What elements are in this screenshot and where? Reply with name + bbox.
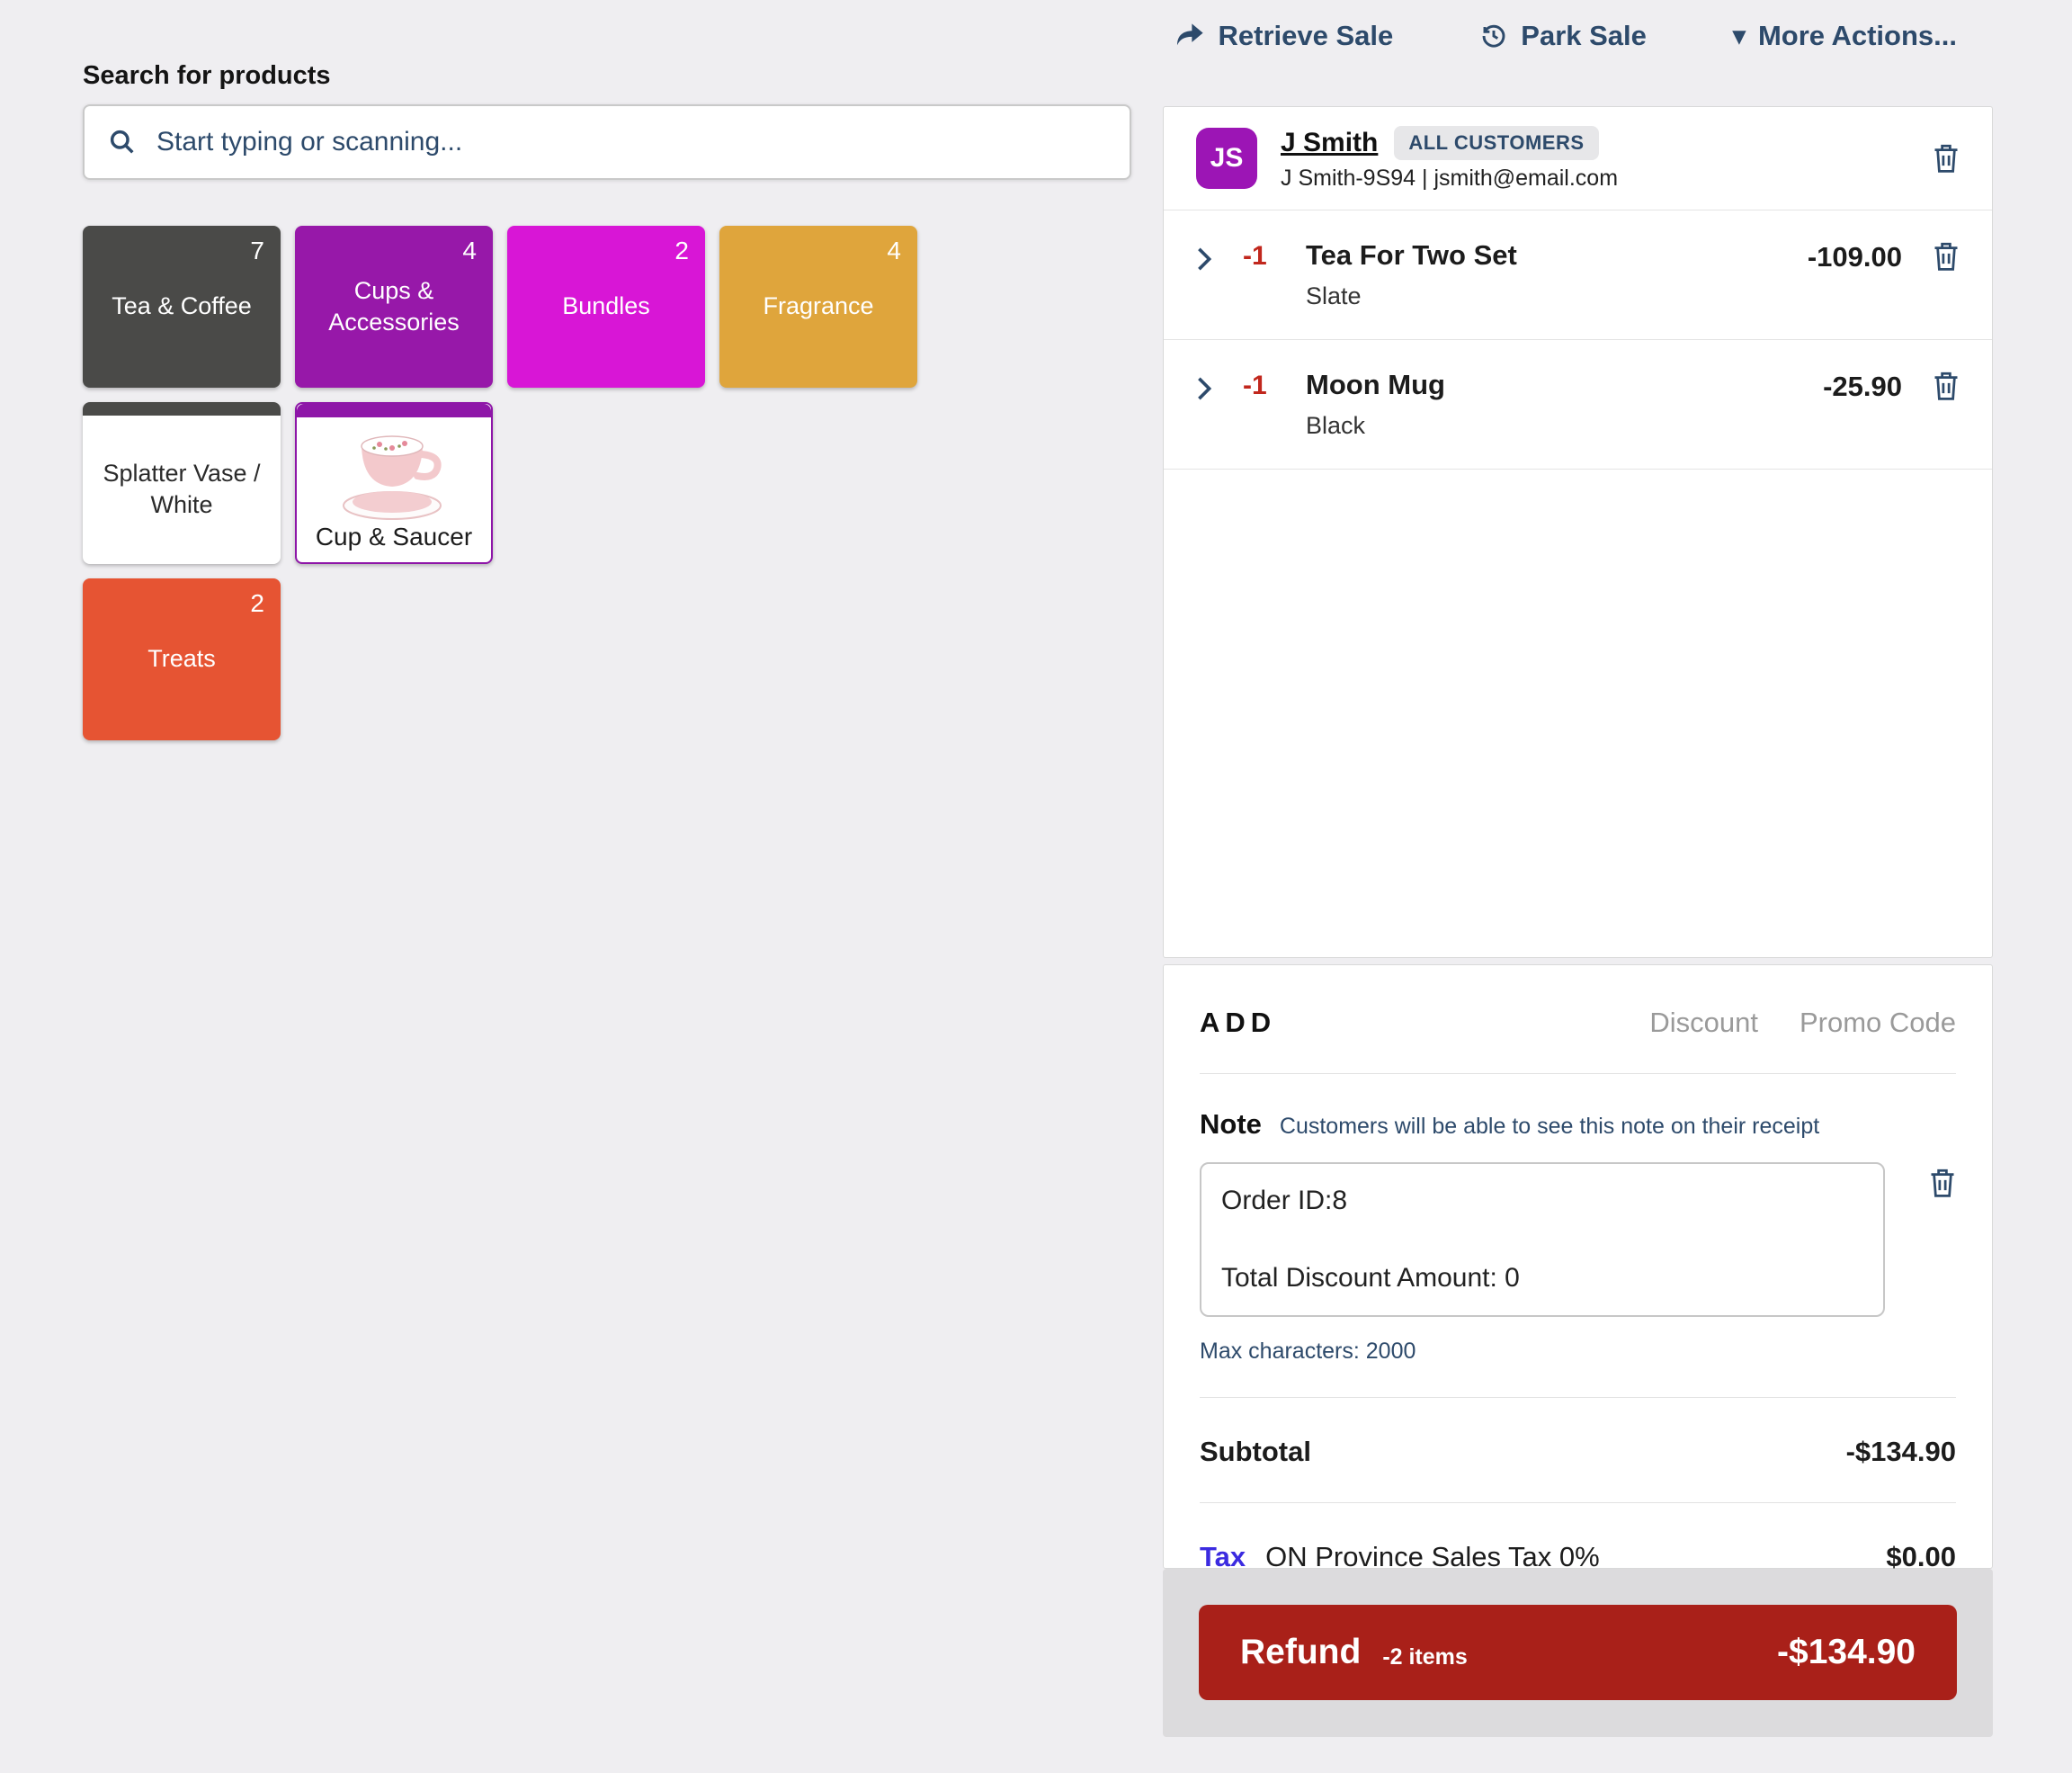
tile-bundles[interactable]: 2 Bundles [507, 226, 705, 388]
refund-label: Refund [1240, 1633, 1362, 1671]
tile-treats[interactable]: 2 Treats [83, 578, 281, 740]
park-sale-button[interactable]: Park Sale [1479, 20, 1647, 52]
tax-link[interactable]: Tax [1200, 1541, 1246, 1572]
search-heading: Search for products [83, 61, 331, 90]
chevron-right-icon [1198, 377, 1212, 400]
remove-item-button[interactable] [1933, 241, 1960, 272]
item-variant: Black [1306, 412, 1366, 439]
refund-footer: Refund -2 items -$134.90 [1163, 1569, 1993, 1737]
item-price: -25.90 [1823, 371, 1902, 402]
caret-down-icon: ▾ [1732, 22, 1746, 49]
search-icon [110, 130, 134, 154]
add-section: ADD Discount Promo Code [1200, 965, 1956, 1074]
tile-splatter-vase-white[interactable]: Splatter Vase / White [83, 402, 281, 564]
teacup-product-image [297, 418, 491, 524]
tile-label: Fragrance [763, 292, 874, 320]
tax-row: Tax ON Province Sales Tax 0% $0.00 [1200, 1503, 1956, 1611]
note-line: Total Discount Amount: 0 [1221, 1263, 1520, 1293]
tile-count: 7 [250, 237, 264, 264]
sale-actions-bar: Retrieve Sale Park Sale ▾ More Actions..… [1163, 20, 1993, 52]
tile-label: Splatter Vase / White [103, 459, 261, 518]
more-actions-label: More Actions... [1757, 20, 1957, 51]
note-header: Note Customers will be able to see this … [1200, 1108, 1956, 1141]
note-helper-text: Customers will be able to see this note … [1279, 1114, 1820, 1139]
customer-details: J Smith-9S94 | jsmith@email.com [1281, 165, 1619, 191]
line-item-row: -1 Moon Mug Black -25.90 [1164, 340, 1992, 470]
more-actions-button[interactable]: ▾ More Actions... [1733, 20, 1957, 52]
expand-item-button[interactable] [1196, 246, 1212, 272]
tile-label: Cup & Saucer [315, 522, 473, 551]
refund-amount: -$134.90 [1777, 1633, 1916, 1671]
tile-count: 4 [887, 237, 901, 264]
add-promo-code-button[interactable]: Promo Code [1799, 1007, 1956, 1038]
retrieve-sale-button[interactable]: Retrieve Sale [1175, 20, 1394, 52]
line-item-row: -1 Tea For Two Set Slate -109.00 [1164, 210, 1992, 340]
tile-fragrance[interactable]: 4 Fragrance [719, 226, 917, 388]
delete-note-button[interactable] [1929, 1168, 1956, 1198]
trash-icon [1934, 372, 1958, 400]
customer-group-badge: ALL CUSTOMERS [1394, 125, 1599, 160]
tile-count: 2 [250, 589, 264, 617]
expand-item-button[interactable] [1196, 376, 1212, 401]
tile-label: Tea & Coffee [112, 292, 252, 320]
tile-tea-coffee[interactable]: 7 Tea & Coffee [83, 226, 281, 388]
add-title: ADD [1200, 1007, 1277, 1038]
tile-color-strip [297, 404, 491, 417]
remove-item-button[interactable] [1933, 371, 1960, 401]
retrieve-sale-label: Retrieve Sale [1218, 20, 1394, 51]
item-price: -109.00 [1807, 241, 1902, 273]
tile-cups-accessories[interactable]: 4 Cups & Accessories [295, 226, 493, 388]
refund-button[interactable]: Refund -2 items -$134.90 [1199, 1605, 1957, 1700]
customer-name-link[interactable]: J Smith [1281, 127, 1379, 157]
tax-name: ON Province Sales Tax 0% [1265, 1541, 1600, 1572]
tile-label: Cups & Accessories [328, 276, 460, 336]
trash-icon [1931, 1169, 1954, 1197]
park-sale-label: Park Sale [1521, 20, 1647, 51]
remove-customer-button[interactable] [1933, 143, 1960, 174]
item-quantity: -1 [1243, 371, 1267, 400]
customer-avatar: JS [1196, 128, 1257, 189]
item-name: Moon Mug [1306, 369, 1445, 400]
note-textarea[interactable]: Order ID:8 Total Discount Amount: 0 [1200, 1162, 1885, 1317]
customer-row: JS J Smith ALL CUSTOMERS J Smith-9S94 | … [1164, 107, 1992, 210]
tile-count: 2 [674, 237, 689, 264]
tile-label: Bundles [562, 292, 650, 320]
history-clock-icon [1482, 24, 1505, 48]
item-variant: Slate [1306, 282, 1362, 309]
note-label: Note [1200, 1108, 1262, 1140]
chevron-right-icon [1198, 247, 1212, 271]
note-line: Order ID:8 [1221, 1186, 1348, 1215]
forward-arrow-icon [1176, 23, 1203, 46]
sale-panel: JS J Smith ALL CUSTOMERS J Smith-9S94 | … [1163, 106, 1993, 958]
search-input[interactable] [156, 127, 1106, 157]
subtotal-row: Subtotal -$134.90 [1200, 1398, 1956, 1503]
add-discount-button[interactable]: Discount [1649, 1007, 1758, 1038]
refund-item-count: -2 items [1382, 1643, 1468, 1670]
subtotal-value: -$134.90 [1845, 1436, 1956, 1467]
tile-color-strip [83, 402, 281, 416]
trash-icon [1934, 144, 1958, 173]
tile-label: Treats [147, 645, 216, 673]
subtotal-label: Subtotal [1200, 1436, 1311, 1467]
product-search-box[interactable] [83, 104, 1131, 180]
item-name: Tea For Two Set [1306, 239, 1517, 271]
tile-cup-saucer[interactable]: Cup & Saucer [295, 402, 493, 564]
item-quantity: -1 [1243, 241, 1267, 271]
trash-icon [1934, 242, 1958, 271]
tile-count: 4 [462, 237, 477, 264]
note-max-characters: Max characters: 2000 [1200, 1339, 1956, 1398]
product-tile-grid: 7 Tea & Coffee 4 Cups & Accessories 2 Bu… [83, 226, 917, 740]
tax-value: $0.00 [1886, 1541, 1956, 1572]
totals-panel: ADD Discount Promo Code Note Customers w… [1163, 964, 1993, 1572]
